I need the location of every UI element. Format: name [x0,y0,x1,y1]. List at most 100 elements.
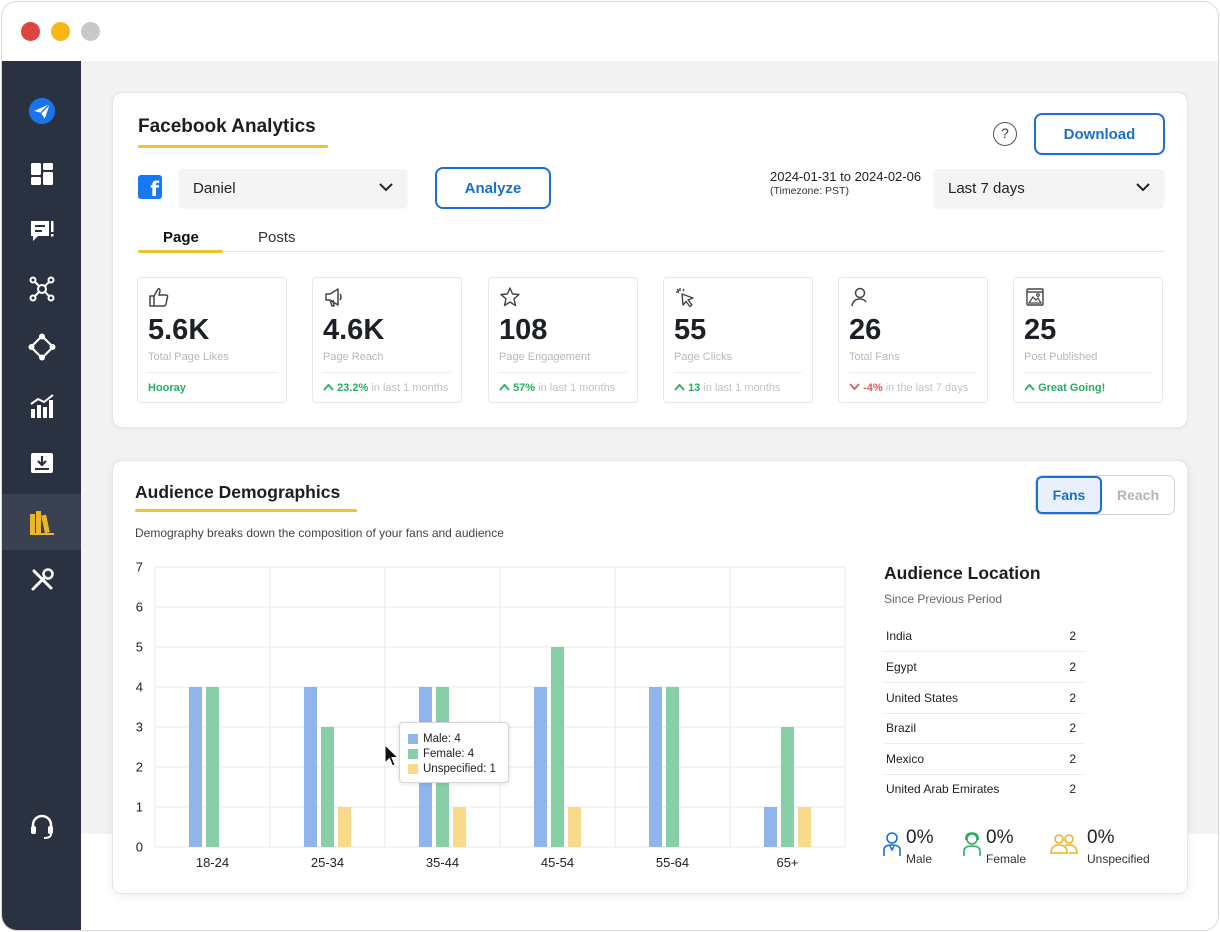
male-person-icon [883,832,901,856]
bar-unspecified [568,807,581,847]
stat-trend-value: 23.2% [337,382,369,394]
chevron-down-icon [379,183,393,192]
mouse-pointer-icon [384,744,400,767]
x-tick-label: 55-64 [656,855,689,870]
chart-tooltip: Male: 4 Female: 4 Unspecified: 1 [399,722,509,783]
stat-trend-text: in last 1 months [538,382,616,394]
location-row: Egypt 2 [884,652,1084,683]
trend-up-icon [323,383,334,391]
bar-female [781,727,794,847]
sidebar-item-support[interactable] [2,798,81,854]
gender-value: 0% [906,827,934,848]
toggle-reach[interactable]: Reach [1116,487,1160,503]
help-icon[interactable]: ? [993,122,1017,146]
period-select[interactable]: Last 7 days [934,169,1164,207]
bar-female [321,727,334,847]
location-row: United Arab Emirates 2 [884,774,1084,805]
sidebar-item-home[interactable] [2,83,81,139]
trend-up-icon [499,383,510,391]
thumbs-up-icon [149,288,169,307]
stat-trend: Hooray [148,382,186,394]
tooltip-row: Unspecified: 1 [408,761,508,776]
location-value: 2 [1069,629,1076,643]
y-tick-label: 5 [136,640,143,655]
stat-card-page-reach: 4.6K Page Reach 23.2% in last 1 months [312,277,462,403]
stat-card-post-published: 25 Post Published Great Going! [1013,277,1163,403]
tooltip-text: Unspecified: 1 [423,762,496,775]
facebook-analytics-card: Facebook Analytics ? Download f Daniel A… [112,92,1188,428]
location-name: Mexico [886,752,925,766]
stat-divider [849,372,977,373]
zoom-window-button[interactable] [81,22,100,41]
x-tick-label: 35-44 [426,855,459,870]
tabs-divider [223,251,1165,252]
chevron-down-icon [1136,183,1150,192]
tab-page[interactable]: Page [163,229,199,246]
tooltip-swatch-unspecified [408,763,418,774]
stat-trend: Great Going! [1024,382,1105,394]
stat-value: 55 [674,314,707,346]
stat-trend-text: in last 1 months [703,382,781,394]
stat-value: 4.6K [323,314,385,346]
cursor-click-icon [676,288,694,308]
dashboard-icon [30,163,53,185]
tooltip-swatch-male [408,733,418,744]
facebook-logo-icon: f [138,175,162,199]
toggle-fans[interactable]: Fans [1036,476,1102,514]
tooltip-text: Male: 4 [423,732,461,745]
sidebar-item-inbox[interactable] [2,435,81,491]
gender-label: Female [986,852,1027,866]
headset-support-icon [30,814,53,839]
sidebar-item-messages[interactable] [2,203,81,259]
stat-trend-text: in the last 7 days [885,382,969,394]
demographics-bar-chart: 0 1 2 3 4 5 6 7 18-24 25-34 35-44 45-54 55-64 65+ [136,560,846,870]
minimize-window-button[interactable] [51,22,70,41]
gender-label: Unspecified [1087,852,1150,866]
x-tick-label: 25-34 [311,855,344,870]
bar-male [304,687,317,847]
user-icon [851,287,867,307]
location-value: 2 [1069,752,1076,766]
sidebar [2,61,81,930]
trend-down-icon [849,383,860,391]
x-tick-label: 65+ [776,855,798,870]
stat-card-page-clicks: 55 Page Clicks 13 in last 1 months [663,277,813,403]
integration-icon [28,333,55,361]
account-select[interactable]: Daniel [179,169,407,207]
y-tick-label: 2 [136,760,143,775]
sidebar-item-library[interactable] [2,494,81,550]
tooltip-row: Female: 4 [408,746,508,761]
audience-location-subtitle: Since Previous Period [884,592,1003,606]
stat-value: 26 [849,314,882,346]
stat-label: Total Page Likes [148,351,229,363]
sidebar-item-integrations[interactable] [2,319,81,375]
stat-trend: 13 in last 1 months [674,382,780,394]
stat-trend-value: 13 [688,382,701,394]
gender-label: Male [906,852,933,866]
location-value: 2 [1069,782,1076,796]
tab-page-indicator [138,250,223,253]
bar-male [764,807,777,847]
tab-posts[interactable]: Posts [258,229,296,246]
bar-female [206,687,219,847]
sidebar-item-analytics[interactable] [2,378,81,434]
title-bar [2,2,1218,61]
download-button[interactable]: Download [1034,113,1165,155]
library-icon [29,511,54,535]
close-window-button[interactable] [21,22,40,41]
sidebar-item-tools[interactable] [2,552,81,608]
location-name: Brazil [886,721,917,735]
y-tick-label: 6 [136,600,143,615]
y-tick-label: 3 [136,720,143,735]
sidebar-item-dashboard[interactable] [2,146,81,202]
bar-unspecified [338,807,351,847]
stat-trend-value: -4% [863,382,883,394]
sidebar-item-network[interactable] [2,261,81,317]
message-alert-icon [30,221,53,241]
tooltip-swatch-female [408,748,418,759]
female-person-icon [963,832,981,856]
y-tick-label: 1 [136,800,143,815]
analyze-button[interactable]: Analyze [435,167,551,209]
analytics-title-underline [138,145,328,148]
location-row: United States 2 [884,683,1084,714]
